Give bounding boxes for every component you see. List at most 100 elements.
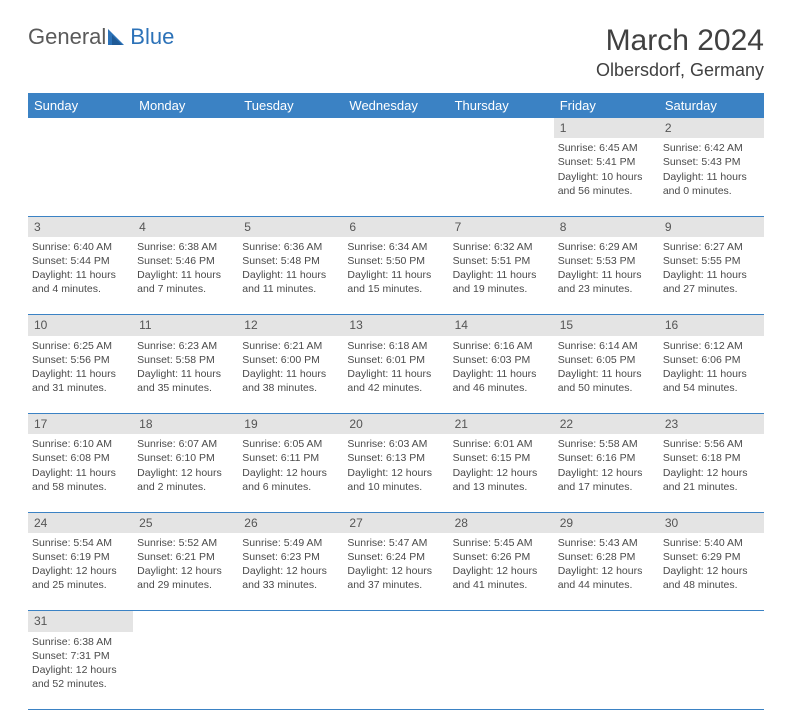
- daylight-line-2: and 7 minutes.: [137, 282, 234, 296]
- day-number: 22: [554, 414, 659, 435]
- daylight-line-2: and 46 minutes.: [453, 381, 550, 395]
- daylight-line-1: Daylight: 12 hours: [347, 564, 444, 578]
- daylight-line-1: Daylight: 11 hours: [453, 367, 550, 381]
- sunset-line: Sunset: 6:16 PM: [558, 451, 655, 465]
- sunset-line: Sunset: 6:24 PM: [347, 550, 444, 564]
- day-header-row: SundayMondayTuesdayWednesdayThursdayFrid…: [28, 93, 764, 118]
- day-header: Tuesday: [238, 93, 343, 118]
- daylight-line-1: Daylight: 10 hours: [558, 170, 655, 184]
- day-cell: Sunrise: 6:34 AMSunset: 5:50 PMDaylight:…: [343, 237, 448, 315]
- day-cell: Sunrise: 5:45 AMSunset: 6:26 PMDaylight:…: [449, 533, 554, 611]
- daylight-line-1: Daylight: 11 hours: [663, 367, 760, 381]
- location: Olbersdorf, Germany: [596, 60, 764, 81]
- sunrise-line: Sunrise: 6:38 AM: [137, 240, 234, 254]
- sunrise-line: Sunrise: 6:23 AM: [137, 339, 234, 353]
- day-number: 23: [659, 414, 764, 435]
- day-cell: Sunrise: 5:54 AMSunset: 6:19 PMDaylight:…: [28, 533, 133, 611]
- daylight-line-1: Daylight: 12 hours: [558, 466, 655, 480]
- daylight-line-1: Daylight: 12 hours: [32, 663, 129, 677]
- sunset-line: Sunset: 6:00 PM: [242, 353, 339, 367]
- day-cell: Sunrise: 6:45 AMSunset: 5:41 PMDaylight:…: [554, 138, 659, 216]
- day-cell: Sunrise: 5:47 AMSunset: 6:24 PMDaylight:…: [343, 533, 448, 611]
- sunset-line: Sunset: 5:55 PM: [663, 254, 760, 268]
- day-cell: Sunrise: 6:40 AMSunset: 5:44 PMDaylight:…: [28, 237, 133, 315]
- daylight-line-1: Daylight: 11 hours: [137, 268, 234, 282]
- calendar-body: 12Sunrise: 6:45 AMSunset: 5:41 PMDayligh…: [28, 118, 764, 710]
- daylight-line-1: Daylight: 11 hours: [137, 367, 234, 381]
- day-cell: Sunrise: 6:07 AMSunset: 6:10 PMDaylight:…: [133, 434, 238, 512]
- sunset-line: Sunset: 6:05 PM: [558, 353, 655, 367]
- sunrise-line: Sunrise: 6:12 AM: [663, 339, 760, 353]
- day-cell: Sunrise: 6:32 AMSunset: 5:51 PMDaylight:…: [449, 237, 554, 315]
- day-number: 18: [133, 414, 238, 435]
- sunset-line: Sunset: 5:43 PM: [663, 155, 760, 169]
- day-number: [133, 118, 238, 138]
- sunrise-line: Sunrise: 6:14 AM: [558, 339, 655, 353]
- daylight-line-2: and 37 minutes.: [347, 578, 444, 592]
- day-cell: Sunrise: 6:01 AMSunset: 6:15 PMDaylight:…: [449, 434, 554, 512]
- day-cell: [343, 632, 448, 710]
- daylight-line-1: Daylight: 11 hours: [663, 268, 760, 282]
- day-cell: Sunrise: 6:42 AMSunset: 5:43 PMDaylight:…: [659, 138, 764, 216]
- day-cell: [343, 138, 448, 216]
- daylight-line-2: and 0 minutes.: [663, 184, 760, 198]
- day-cell: Sunrise: 6:25 AMSunset: 5:56 PMDaylight:…: [28, 336, 133, 414]
- day-cell: Sunrise: 6:21 AMSunset: 6:00 PMDaylight:…: [238, 336, 343, 414]
- day-header: Monday: [133, 93, 238, 118]
- daylight-line-1: Daylight: 12 hours: [137, 564, 234, 578]
- day-cell: Sunrise: 6:16 AMSunset: 6:03 PMDaylight:…: [449, 336, 554, 414]
- sunrise-line: Sunrise: 6:45 AM: [558, 141, 655, 155]
- daylight-line-1: Daylight: 11 hours: [32, 367, 129, 381]
- sunrise-line: Sunrise: 5:56 AM: [663, 437, 760, 451]
- day-cell: [554, 632, 659, 710]
- sunrise-line: Sunrise: 6:32 AM: [453, 240, 550, 254]
- daylight-line-2: and 54 minutes.: [663, 381, 760, 395]
- day-number: 21: [449, 414, 554, 435]
- sunrise-line: Sunrise: 6:03 AM: [347, 437, 444, 451]
- sunrise-line: Sunrise: 6:16 AM: [453, 339, 550, 353]
- daylight-line-1: Daylight: 12 hours: [453, 564, 550, 578]
- day-number: 5: [238, 216, 343, 237]
- day-number: [343, 118, 448, 138]
- daylight-line-1: Daylight: 12 hours: [453, 466, 550, 480]
- week-row: Sunrise: 6:45 AMSunset: 5:41 PMDaylight:…: [28, 138, 764, 216]
- daylight-line-2: and 25 minutes.: [32, 578, 129, 592]
- day-cell: Sunrise: 5:56 AMSunset: 6:18 PMDaylight:…: [659, 434, 764, 512]
- daylight-line-2: and 17 minutes.: [558, 480, 655, 494]
- day-number: 30: [659, 512, 764, 533]
- sunrise-line: Sunrise: 5:43 AM: [558, 536, 655, 550]
- daylight-line-2: and 38 minutes.: [242, 381, 339, 395]
- sunrise-line: Sunrise: 6:01 AM: [453, 437, 550, 451]
- page-title: March 2024: [596, 24, 764, 58]
- day-cell: Sunrise: 6:38 AMSunset: 5:46 PMDaylight:…: [133, 237, 238, 315]
- daylight-line-1: Daylight: 11 hours: [32, 466, 129, 480]
- day-cell: [28, 138, 133, 216]
- day-cell: [133, 632, 238, 710]
- daylight-line-2: and 42 minutes.: [347, 381, 444, 395]
- day-number: 8: [554, 216, 659, 237]
- day-number: 16: [659, 315, 764, 336]
- day-number: 4: [133, 216, 238, 237]
- sunset-line: Sunset: 5:51 PM: [453, 254, 550, 268]
- sunset-line: Sunset: 5:46 PM: [137, 254, 234, 268]
- daynum-row: 17181920212223: [28, 414, 764, 435]
- calendar-table: SundayMondayTuesdayWednesdayThursdayFrid…: [28, 93, 764, 710]
- sunrise-line: Sunrise: 5:47 AM: [347, 536, 444, 550]
- sunset-line: Sunset: 5:48 PM: [242, 254, 339, 268]
- sunset-line: Sunset: 6:18 PM: [663, 451, 760, 465]
- day-cell: Sunrise: 5:58 AMSunset: 6:16 PMDaylight:…: [554, 434, 659, 512]
- daylight-line-1: Daylight: 12 hours: [663, 466, 760, 480]
- daylight-line-2: and 35 minutes.: [137, 381, 234, 395]
- day-number: [449, 118, 554, 138]
- day-number: 11: [133, 315, 238, 336]
- sunset-line: Sunset: 6:01 PM: [347, 353, 444, 367]
- day-number: [28, 118, 133, 138]
- daylight-line-2: and 29 minutes.: [137, 578, 234, 592]
- day-number: 24: [28, 512, 133, 533]
- title-block: March 2024 Olbersdorf, Germany: [596, 24, 764, 81]
- daylight-line-2: and 33 minutes.: [242, 578, 339, 592]
- week-row: Sunrise: 6:40 AMSunset: 5:44 PMDaylight:…: [28, 237, 764, 315]
- day-cell: Sunrise: 6:29 AMSunset: 5:53 PMDaylight:…: [554, 237, 659, 315]
- day-cell: Sunrise: 6:10 AMSunset: 6:08 PMDaylight:…: [28, 434, 133, 512]
- logo: General Blue: [28, 24, 174, 50]
